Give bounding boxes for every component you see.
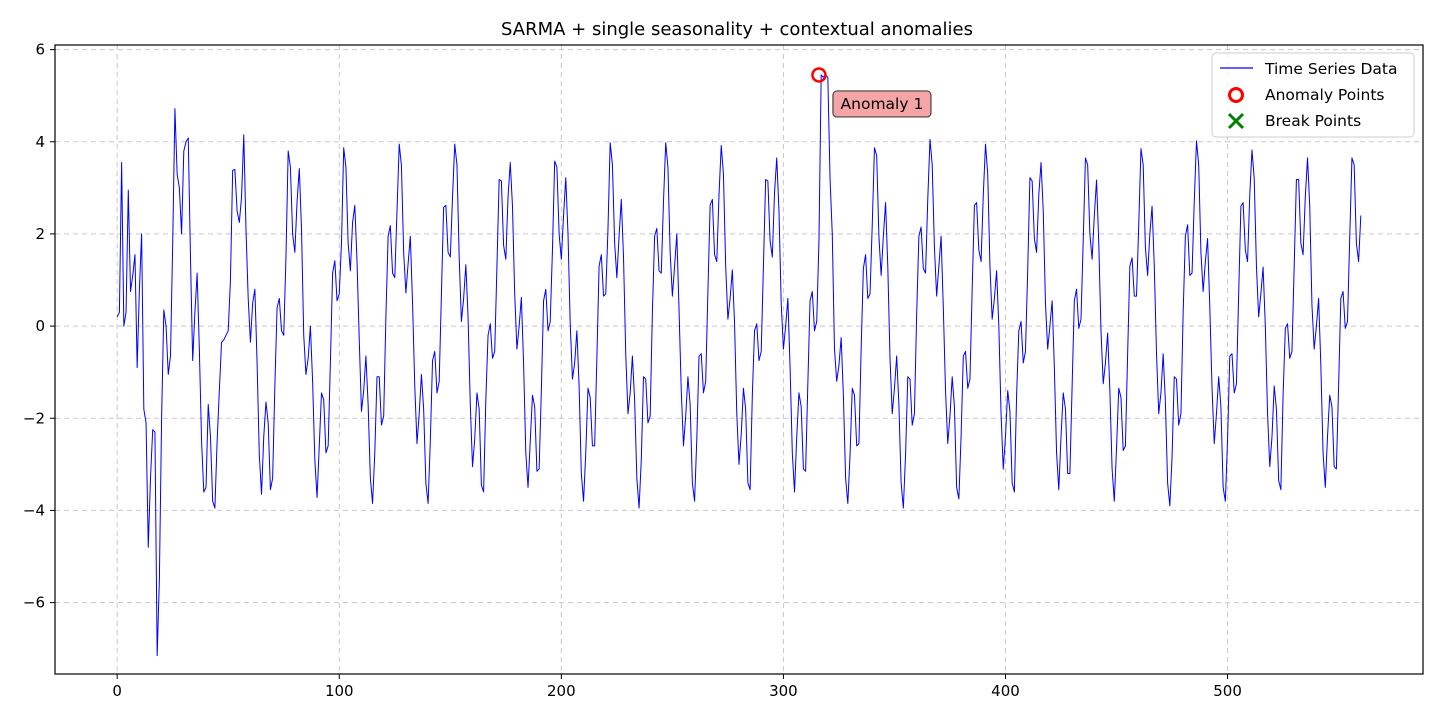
legend-label-time-series: Time Series Data xyxy=(1264,60,1397,78)
grid-lines xyxy=(55,45,1423,674)
y-tick-label: −4 xyxy=(23,501,45,519)
anomaly-point xyxy=(811,67,827,83)
annotation-box xyxy=(832,90,932,118)
y-tick-label: 0 xyxy=(35,317,45,335)
series-layer xyxy=(116,74,1362,657)
series-time-series-line xyxy=(116,74,1362,657)
annotations-layer: Anomaly 1 xyxy=(832,90,932,118)
chart-title: SARMA + single seasonality + contextual … xyxy=(501,19,973,40)
anomaly-markers xyxy=(811,67,827,83)
x-tick-label: 0 xyxy=(112,682,122,700)
x-tick-label: 500 xyxy=(1213,682,1242,700)
plot-area-frame xyxy=(54,44,1424,675)
legend: Time Series Data Anomaly Points Break Po… xyxy=(1211,52,1415,138)
y-tick-label: 6 xyxy=(35,41,45,59)
legend-box xyxy=(1211,52,1415,138)
legend-break-swatch xyxy=(1227,112,1245,130)
legend-label-break-points: Break Points xyxy=(1265,112,1361,130)
x-tick-label: 100 xyxy=(325,682,354,700)
y-tick-label: 4 xyxy=(35,133,45,151)
axis-ticks: 0 100 200 300 400 500 −6 −4 −2 0 2 4 6 xyxy=(23,41,1242,700)
x-tick-label: 200 xyxy=(547,682,576,700)
x-tick-label: 400 xyxy=(991,682,1020,700)
annotation-label: Anomaly 1 xyxy=(841,95,924,113)
legend-label-anomaly-points: Anomaly Points xyxy=(1265,86,1384,104)
x-tick-label: 300 xyxy=(769,682,798,700)
y-tick-label: 2 xyxy=(35,225,45,243)
y-tick-label: −6 xyxy=(23,594,45,612)
legend-anomaly-swatch xyxy=(1228,87,1244,103)
y-tick-label: −2 xyxy=(23,409,45,427)
